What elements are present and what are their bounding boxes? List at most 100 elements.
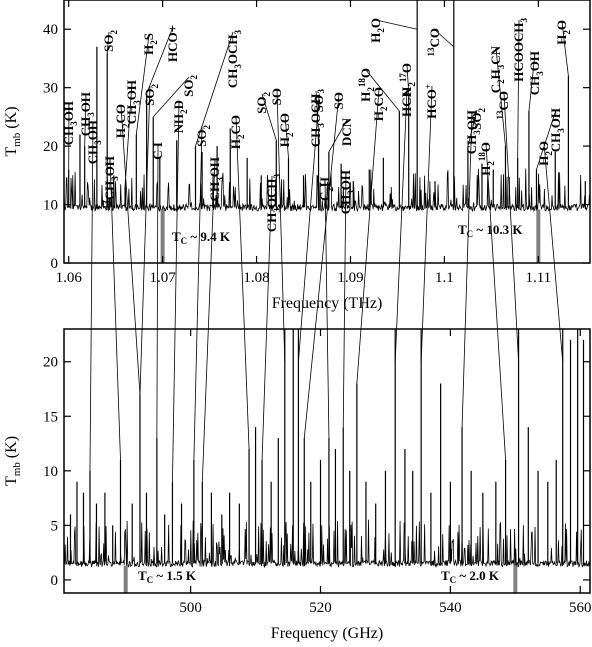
- species-leader-line: [365, 69, 400, 112]
- y-tick-label: 5: [51, 518, 59, 534]
- species-leader-line: [139, 85, 151, 395]
- species-label: H2O: [554, 20, 572, 77]
- species-label: HCO+: [146, 25, 180, 94]
- svg-text:CH3OH: CH3OH: [85, 120, 103, 164]
- svg-text:HCO+: HCO+: [165, 25, 180, 62]
- species-label: 13CO: [495, 91, 519, 362]
- x-tick-label: 1.11: [525, 270, 551, 286]
- species-leader-line: [84, 93, 87, 147]
- svg-text:H2O: H2O: [536, 141, 554, 166]
- species-leader-line: [298, 96, 320, 362]
- y-axis-title: Tmb (K): [3, 106, 23, 156]
- species-leader-line: [120, 105, 141, 395]
- x-tick-label: 1.09: [337, 270, 363, 286]
- svg-text:SO2: SO2: [101, 30, 119, 52]
- x-tick-label: 1.1: [435, 270, 454, 286]
- thz-spectrum-panel: TC ~ 9.4 KTC ~ 10.3 KCH3OHCH3OHSO2CH3OHH…: [3, 0, 591, 312]
- species-leader-line: [135, 34, 150, 135]
- svg-text:CH3OCH3: CH3OCH3: [264, 174, 282, 233]
- svg-text:H2CO: H2CO: [228, 115, 246, 149]
- species-label: CH3OH: [201, 157, 225, 482]
- species-label: SO2: [101, 30, 119, 53]
- species-leader-line: [276, 89, 286, 362]
- species-leader-line: [109, 157, 121, 460]
- species-leader-line: [434, 29, 455, 48]
- species-leader-line: [517, 19, 520, 158]
- species-leader-line: [328, 119, 348, 153]
- svg-text:C I: C I: [150, 142, 165, 160]
- x-tick-label: 500: [179, 600, 202, 616]
- species-leader-line: [152, 76, 190, 118]
- svg-text:SO: SO: [269, 88, 284, 105]
- species-leader-line: [146, 26, 174, 94]
- svg-text:H2CO: H2CO: [371, 87, 389, 121]
- species-leader-line: [356, 88, 380, 384]
- svg-text:SO2: SO2: [181, 75, 199, 97]
- species-leader-line: [461, 111, 473, 428]
- species-label: CH3OH: [124, 80, 142, 188]
- species-label: H2O: [368, 18, 418, 43]
- species-label: HCO+: [420, 84, 439, 362]
- svg-text:SO2: SO2: [194, 125, 212, 147]
- species-label: H218O: [477, 142, 506, 460]
- species-label: CH3OH: [527, 51, 545, 112]
- species-label: C2H: [317, 177, 335, 439]
- x-tick-label: 1.07: [150, 270, 177, 286]
- species-label: H2CO: [228, 115, 250, 450]
- svg-text:CH3OH: CH3OH: [207, 157, 225, 201]
- svg-text:C2H3CN: C2H3CN: [488, 45, 506, 93]
- species-label: HCN: [394, 87, 414, 362]
- species-label: SO2: [152, 75, 199, 118]
- species-label: C2H3CN: [488, 45, 506, 147]
- species-label: H218O: [357, 68, 400, 112]
- species-leader-line: [89, 121, 94, 471]
- svg-text:CH3OH: CH3OH: [527, 51, 545, 95]
- species-leader-line: [406, 64, 410, 94]
- svg-text:H2O: H2O: [368, 18, 386, 43]
- species-leader-line: [485, 143, 506, 460]
- species-leader-line: [106, 31, 110, 53]
- svg-text:H2CO: H2CO: [277, 113, 295, 147]
- x-axis-title: Frequency (GHz): [271, 625, 383, 642]
- svg-text:H218O: H218O: [357, 68, 376, 102]
- species-label: H2CO: [356, 87, 389, 384]
- y-tick-label: 20: [43, 139, 58, 155]
- species-label: CH3OH: [78, 92, 96, 147]
- spectrum-trace: [64, 519, 590, 569]
- species-leader-line: [503, 92, 519, 362]
- species-label: SO2: [254, 92, 277, 141]
- plot-frame: [63, 328, 591, 594]
- species-leader-line: [201, 158, 216, 482]
- svg-text:H217O: H217O: [398, 63, 417, 97]
- species-leader-line: [261, 93, 277, 141]
- species-leader-line: [156, 143, 159, 439]
- continuum-label: TC ~ 1.5 K: [138, 568, 197, 585]
- species-leader-line: [124, 81, 133, 188]
- species-label: SO2: [193, 125, 212, 460]
- species-leader-line: [420, 85, 433, 362]
- species-label: SO: [269, 88, 286, 362]
- species-label: C I: [150, 142, 165, 439]
- svg-text:H218O: H218O: [477, 142, 496, 176]
- y-tick-label: 0: [51, 573, 59, 589]
- species-leader-line: [261, 175, 273, 460]
- y-tick-label: 40: [43, 22, 58, 38]
- species-label: 13CH3OH: [101, 156, 121, 460]
- species-label: 13CO: [426, 28, 455, 57]
- species-leader-line: [394, 89, 408, 362]
- continuum-label: TC ~ 2.0 K: [441, 568, 500, 585]
- species-label: CH3OH: [461, 110, 482, 428]
- svg-text:CH3OCH3: CH3OCH3: [225, 30, 243, 89]
- species-leader-line: [561, 21, 569, 77]
- species-leader-line: [375, 19, 418, 30]
- species-label: SO2: [139, 84, 160, 395]
- species-label: H2S: [135, 33, 159, 135]
- species-label: SO: [303, 92, 346, 439]
- species-label: H2CO: [277, 113, 295, 158]
- species-leader-line: [495, 47, 506, 147]
- species-leader-line: [193, 126, 203, 460]
- species-label: H2O: [536, 141, 564, 362]
- species-label: CH3OH: [536, 108, 566, 170]
- x-tick-label: 540: [439, 600, 462, 616]
